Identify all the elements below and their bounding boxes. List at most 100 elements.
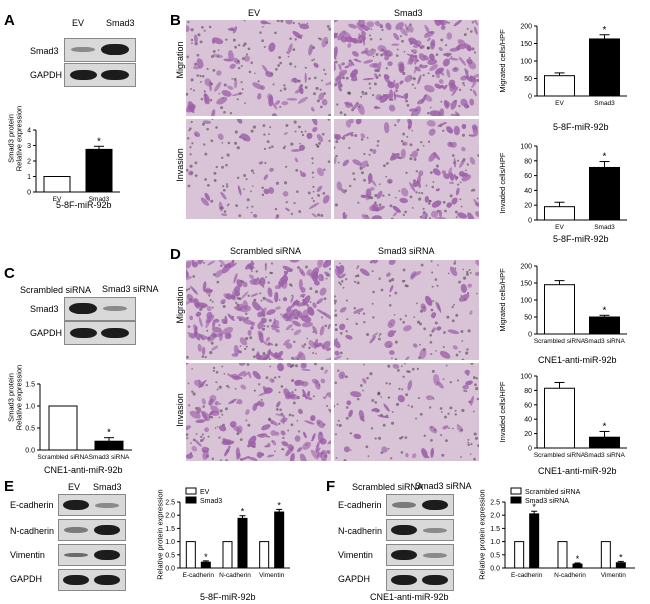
stained-cell bbox=[316, 451, 320, 458]
pore-dot bbox=[236, 146, 240, 150]
stained-cell bbox=[356, 22, 364, 32]
pore-dot bbox=[209, 298, 212, 302]
pore-dot bbox=[212, 366, 216, 370]
stained-cell bbox=[269, 419, 278, 426]
stained-cell bbox=[393, 32, 400, 41]
pore-dot bbox=[445, 364, 448, 367]
pore-dot bbox=[448, 21, 450, 24]
pore-dot bbox=[325, 277, 328, 280]
stained-cell bbox=[186, 276, 193, 281]
pore-dot bbox=[226, 204, 229, 207]
pore-dot bbox=[474, 383, 477, 387]
stained-cell bbox=[269, 167, 274, 172]
chart-c-xlabel: CNE1-anti-miR-92b bbox=[44, 465, 123, 475]
bar bbox=[94, 440, 124, 451]
pore-dot bbox=[440, 434, 443, 437]
stained-cell bbox=[374, 21, 382, 27]
stained-cell bbox=[341, 214, 348, 219]
pore-dot bbox=[314, 290, 319, 294]
pore-dot bbox=[250, 169, 254, 173]
stained-cell bbox=[307, 390, 311, 396]
stained-cell bbox=[357, 103, 365, 115]
pore-dot bbox=[300, 130, 303, 134]
pore-dot bbox=[257, 80, 260, 83]
pore-dot bbox=[388, 294, 391, 297]
pore-dot bbox=[278, 422, 281, 425]
pore-dot bbox=[379, 332, 382, 336]
pore-dot bbox=[398, 387, 401, 390]
stained-cell bbox=[405, 452, 409, 458]
stained-cell bbox=[429, 110, 442, 116]
stained-cell bbox=[471, 80, 477, 89]
stained-cell bbox=[401, 187, 409, 197]
pore-dot bbox=[474, 436, 479, 440]
pore-dot bbox=[186, 55, 189, 59]
blot-f-row-label: Vimentin bbox=[338, 550, 373, 560]
stained-cell bbox=[258, 401, 265, 407]
pore-dot bbox=[292, 401, 296, 405]
stained-cell bbox=[260, 317, 267, 324]
stained-cell bbox=[352, 102, 359, 111]
pore-dot bbox=[461, 340, 464, 342]
y-tick-label: 0.5 bbox=[165, 552, 175, 559]
pore-dot bbox=[290, 284, 293, 287]
stained-cell bbox=[441, 170, 446, 175]
stained-cell bbox=[470, 395, 474, 406]
pore-dot bbox=[462, 276, 467, 280]
pore-dot bbox=[309, 287, 313, 290]
micrograph-d-col-label: Smad3 siRNA bbox=[378, 246, 435, 256]
pore-dot bbox=[415, 170, 418, 173]
pore-dot bbox=[234, 130, 238, 134]
pore-dot bbox=[247, 423, 251, 427]
stained-cell bbox=[320, 449, 328, 461]
stained-cell bbox=[286, 363, 292, 367]
panel-label-f: F bbox=[326, 478, 336, 495]
stained-cell bbox=[223, 293, 231, 299]
stained-cell bbox=[287, 444, 295, 451]
stained-cell bbox=[299, 144, 306, 151]
stained-cell bbox=[383, 122, 390, 134]
stained-cell bbox=[449, 47, 461, 52]
stained-cell bbox=[408, 37, 418, 45]
pore-dot bbox=[291, 391, 294, 394]
pore-dot bbox=[319, 37, 322, 41]
stained-cell bbox=[294, 379, 305, 386]
pore-dot bbox=[356, 267, 358, 270]
pore-dot bbox=[320, 366, 324, 371]
pore-dot bbox=[244, 347, 247, 351]
pore-dot bbox=[260, 299, 263, 302]
legend-label: Smad3 bbox=[200, 498, 222, 505]
pore-dot bbox=[343, 459, 347, 461]
pore-dot bbox=[366, 333, 370, 337]
stained-cell bbox=[334, 355, 342, 360]
stained-cell bbox=[186, 453, 194, 459]
x-tick-label: Smad3 bbox=[594, 224, 615, 231]
x-tick-label: Vimentin bbox=[259, 572, 285, 579]
pore-dot bbox=[289, 62, 293, 66]
stained-cell bbox=[232, 425, 242, 434]
stained-cell bbox=[201, 346, 206, 356]
pore-dot bbox=[395, 54, 399, 57]
pore-dot bbox=[357, 265, 360, 268]
pore-dot bbox=[380, 53, 384, 57]
stained-cell bbox=[377, 415, 390, 419]
western-blot-a-smad3 bbox=[64, 38, 136, 62]
pore-dot bbox=[411, 129, 414, 132]
pore-dot bbox=[362, 312, 366, 315]
pore-dot bbox=[221, 413, 224, 416]
pore-dot bbox=[202, 405, 205, 408]
stained-cell bbox=[442, 58, 450, 67]
stained-cell bbox=[362, 378, 367, 384]
pore-dot bbox=[264, 161, 267, 165]
pore-dot bbox=[472, 376, 476, 379]
significance-star: * bbox=[97, 136, 101, 147]
pore-dot bbox=[380, 396, 383, 398]
stained-cell bbox=[311, 107, 315, 112]
pore-dot bbox=[429, 406, 432, 409]
pore-dot bbox=[364, 91, 368, 96]
significance-star: * bbox=[277, 500, 281, 510]
pore-dot bbox=[467, 438, 470, 441]
stained-cell bbox=[316, 133, 324, 143]
pore-dot bbox=[221, 156, 224, 159]
pore-dot bbox=[215, 165, 218, 169]
